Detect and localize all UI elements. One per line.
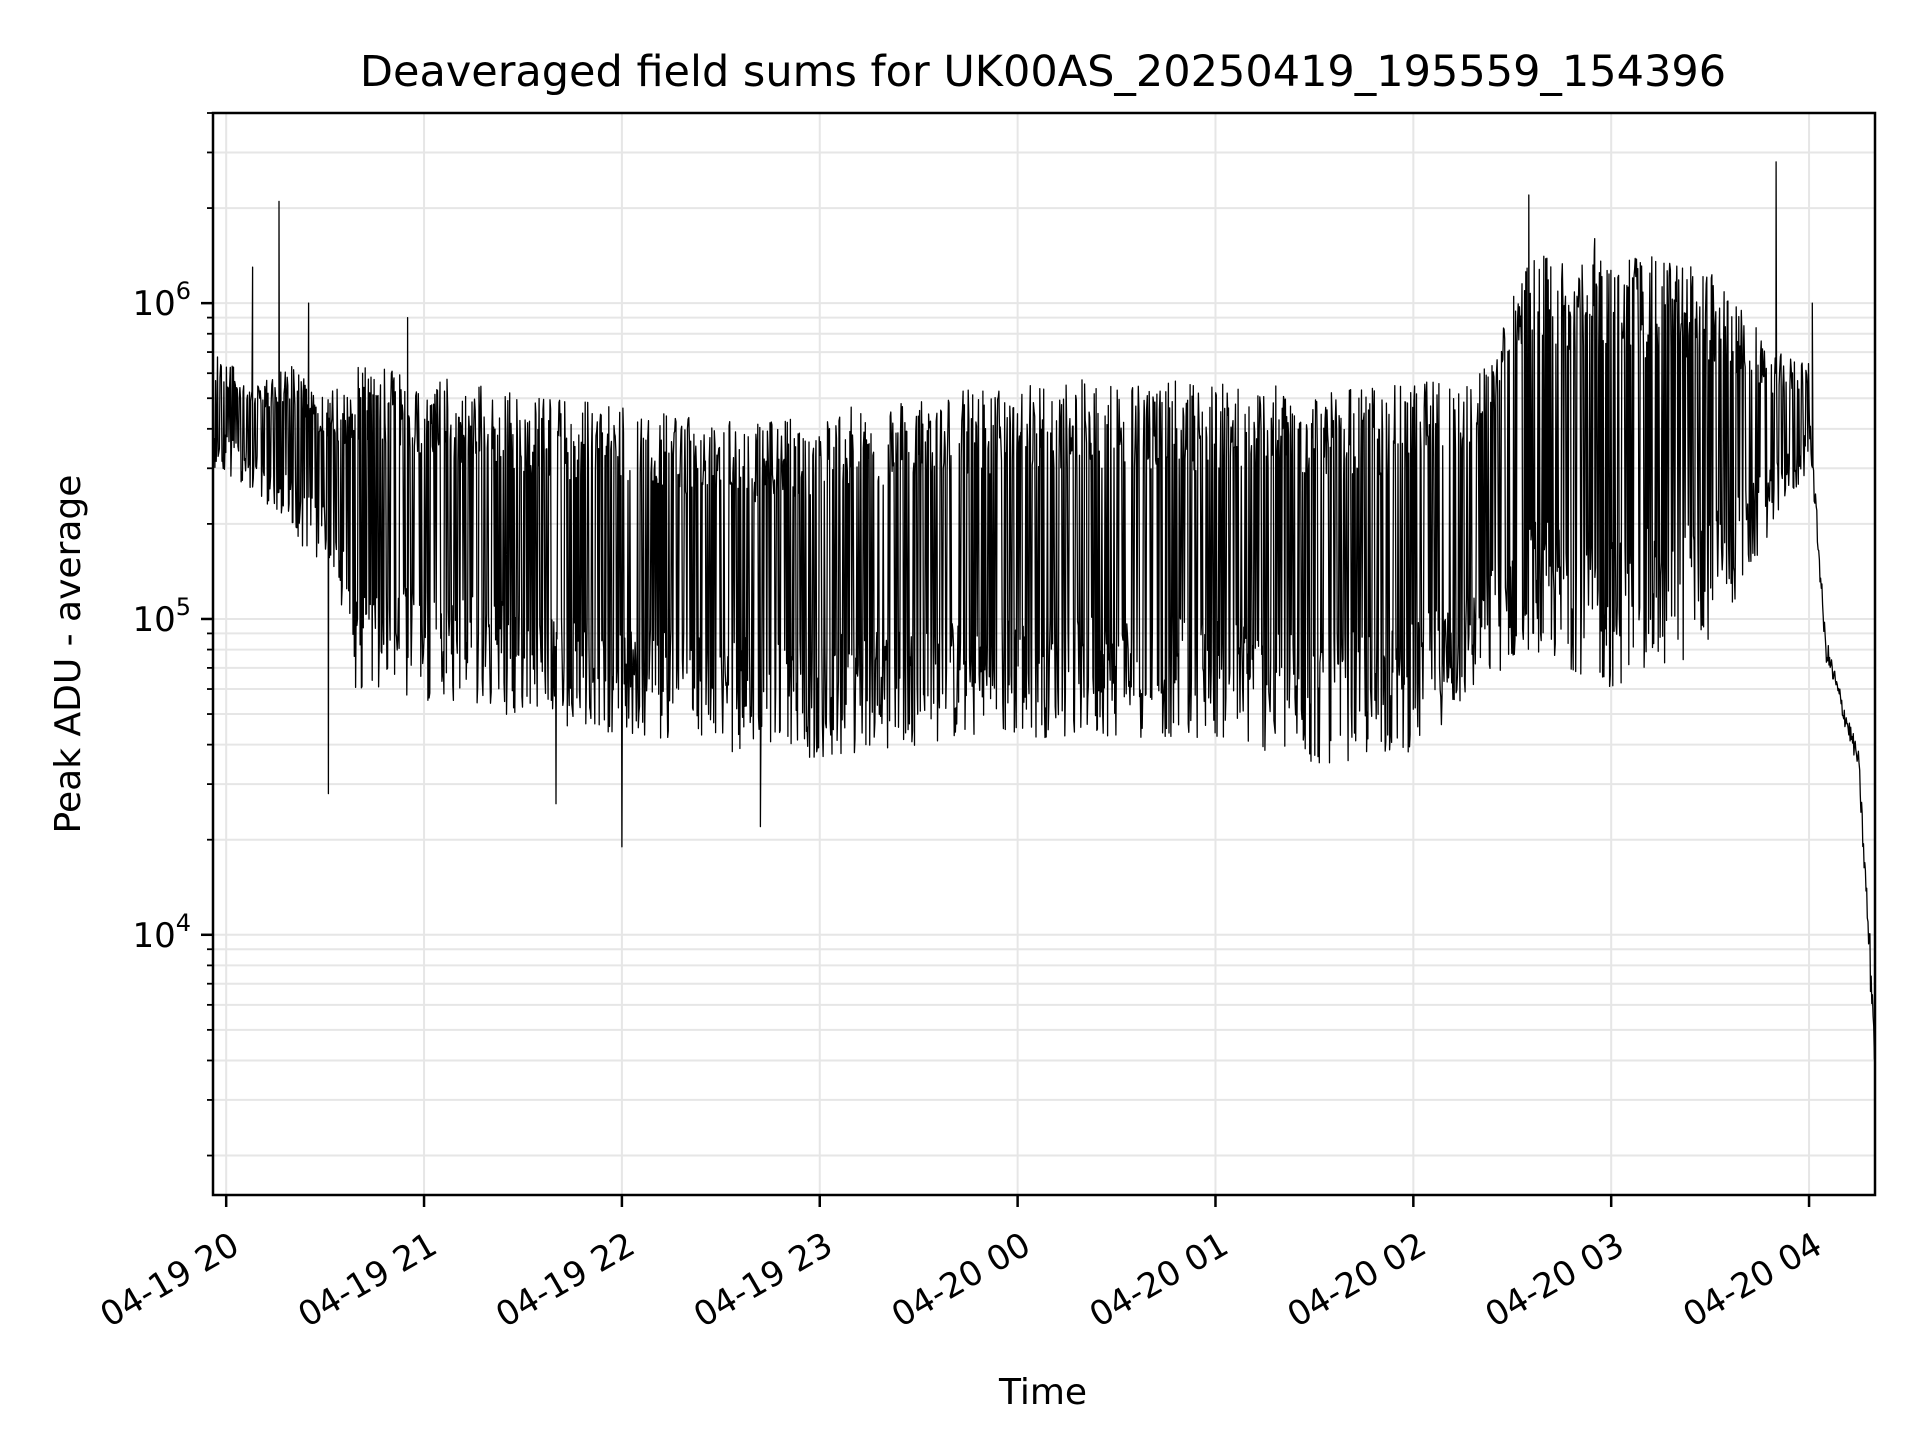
x-tick-label: 04-20 03 [1479, 1225, 1631, 1336]
x-axis-ticks: 04-19 20 04-19 21 04-19 22 04-19 23 04-20 00… [94, 1195, 1829, 1336]
y-tick-label: 105 [132, 593, 191, 640]
chart-title: Deaveraged field sums for UK00AS_2025041… [360, 47, 1726, 97]
y-axis-label: Peak ADU - average [48, 475, 89, 834]
series-path [212, 161, 1876, 1060]
x-axis-label: Time [998, 1372, 1087, 1413]
x-tick-label: 04-19 20 [94, 1225, 246, 1336]
y-tick-base: 10 [132, 916, 175, 956]
plot-frame [211, 111, 1877, 1197]
y-tick-exponent: 5 [176, 593, 191, 621]
y-tick-label: 106 [132, 277, 191, 324]
y-tick-base: 10 [132, 600, 175, 640]
x-tick-label: 04-20 04 [1676, 1225, 1828, 1336]
x-tick-label: 04-20 01 [1083, 1225, 1235, 1336]
x-tick-label: 04-20 00 [885, 1225, 1037, 1336]
x-tick-label: 04-20 02 [1281, 1225, 1433, 1336]
x-tick-label: 04-19 23 [687, 1225, 839, 1336]
x-tick-label: 04-19 22 [489, 1225, 641, 1336]
series-line [212, 161, 1876, 1060]
y-tick-exponent: 6 [176, 277, 191, 305]
y-tick-exponent: 4 [176, 909, 191, 937]
y-tick-base: 10 [132, 284, 175, 324]
y-tick-label: 104 [132, 909, 191, 956]
x-tick-label: 04-19 21 [291, 1225, 443, 1336]
